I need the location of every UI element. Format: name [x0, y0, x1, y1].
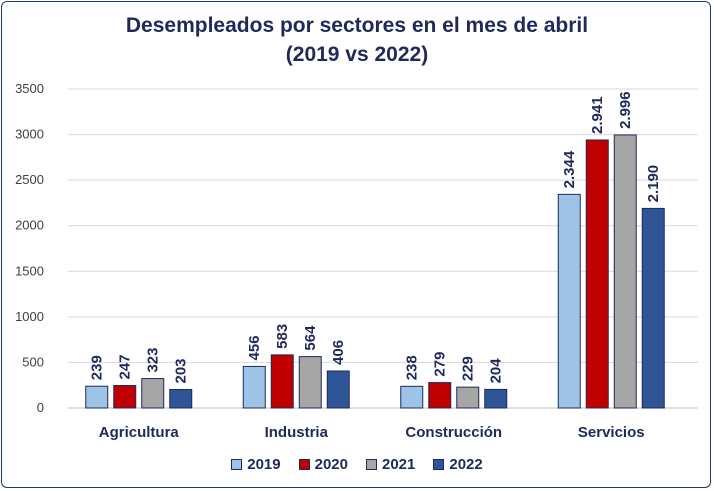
bar-2021-servicios [613, 134, 637, 409]
legend-item: 2021 [366, 456, 415, 473]
data-label: 203 [173, 358, 190, 383]
data-label: 239 [89, 355, 106, 380]
legend-label: 2022 [449, 456, 483, 473]
bar-2019-construcción [400, 385, 424, 409]
data-label: 2.190 [645, 165, 662, 203]
data-label: 279 [432, 352, 449, 377]
legend-item: 2020 [298, 456, 348, 473]
data-label: 238 [404, 355, 421, 380]
y-tick-label: 1000 [15, 309, 44, 324]
x-category-label: Servicios [578, 424, 645, 441]
data-label: 583 [274, 324, 291, 349]
y-tick-label: 3000 [15, 127, 44, 142]
bar-2021-industria [298, 356, 322, 409]
legend-label: 2020 [314, 456, 348, 473]
y-tick-label: 1500 [15, 263, 44, 278]
data-label: 204 [488, 358, 505, 384]
data-label: 323 [145, 348, 162, 373]
y-tick-label: 0 [37, 400, 44, 415]
data-label: 456 [246, 335, 263, 360]
bar-2019-industria [242, 365, 266, 409]
data-label: 2.344 [561, 150, 578, 188]
x-category-label: Construcción [405, 424, 502, 441]
data-label: 564 [302, 325, 319, 351]
chart-title: Desempleados por sectores en el mes de a… [125, 14, 589, 37]
bar-2020-agricultura [113, 384, 137, 409]
chart-subtitle: (2019 vs 2022) [285, 43, 429, 66]
legend-label: 2021 [382, 456, 416, 473]
legend-item: 2019 [231, 456, 281, 473]
bar-2021-agricultura [141, 378, 165, 409]
x-category-label: Industria [265, 424, 329, 441]
legend-item: 2022 [433, 456, 483, 473]
bar-2022-agricultura [169, 388, 193, 409]
y-tick-label: 500 [22, 354, 44, 369]
legend: 2019 2020 2021 2022 [0, 456, 714, 473]
legend-swatch [366, 459, 377, 470]
legend-label: 2019 [247, 456, 281, 473]
legend-swatch [298, 459, 310, 470]
bar-2019-servicios [557, 193, 581, 409]
legend-swatch [231, 459, 243, 470]
bar-2022-industria [326, 370, 350, 409]
bar-2019-agricultura [85, 385, 109, 409]
y-tick-label: 2000 [15, 218, 44, 233]
bar-2022-construcción [484, 388, 508, 409]
data-label: 2.941 [589, 96, 606, 134]
data-label: 406 [330, 340, 347, 365]
bar-2020-industria [270, 354, 294, 409]
data-label: 229 [460, 356, 477, 381]
legend-swatch [433, 459, 445, 470]
bar-2020-servicios [585, 139, 609, 409]
x-category-label: Agricultura [99, 424, 180, 441]
y-tick-label: 2500 [15, 172, 44, 187]
data-label: 2.996 [617, 91, 634, 129]
bar-2020-construcción [428, 382, 452, 409]
bar-2021-construcción [456, 386, 480, 409]
bar-2022-servicios [641, 207, 665, 409]
data-label: 247 [117, 354, 134, 379]
y-tick-label: 3500 [15, 81, 44, 96]
